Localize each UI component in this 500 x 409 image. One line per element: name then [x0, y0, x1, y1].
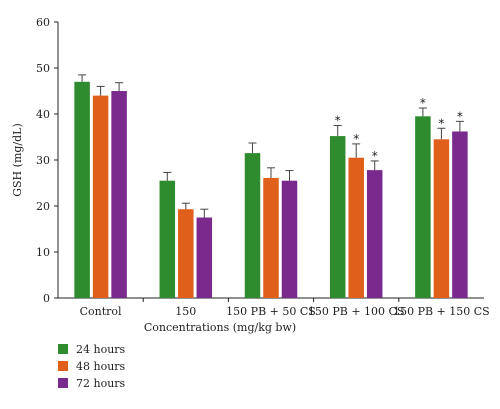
y-tick-label: 10	[36, 246, 50, 259]
bar	[329, 136, 346, 298]
significance-star: *	[335, 114, 341, 128]
y-tick-label: 50	[36, 62, 50, 75]
bar	[196, 217, 213, 298]
bar	[178, 209, 194, 298]
bars	[74, 81, 468, 298]
y-tick-label: 60	[36, 16, 50, 29]
legend-swatch	[58, 344, 68, 354]
significance-star: *	[353, 132, 359, 146]
bar	[92, 95, 109, 298]
bar	[415, 116, 431, 298]
error-bars	[78, 74, 464, 218]
legend-swatch	[58, 361, 68, 371]
bar	[366, 170, 383, 298]
significance-star: *	[457, 109, 463, 123]
significance-star: *	[372, 149, 378, 163]
legend: 24 hours 48 hours 72 hours	[58, 343, 126, 390]
x-tick-label: 150 PB + 150 CS	[393, 305, 490, 318]
x-tick-label: 150	[175, 305, 196, 318]
legend-label: 48 hours	[76, 360, 126, 373]
bar	[348, 157, 364, 298]
x-axis-title: Concentrations (mg/kg bw)	[144, 321, 296, 334]
bar	[433, 139, 450, 298]
y-tick-label: 20	[36, 200, 50, 213]
y-axis: 0 10 20 30 40 50 60	[36, 16, 58, 305]
y-tick-label: 0	[43, 292, 50, 305]
bar	[159, 180, 176, 298]
x-tick-label: 150 PB + 50 CS	[226, 305, 316, 318]
significance-star: *	[420, 96, 426, 110]
significance-markers: * * * * * *	[335, 96, 463, 163]
legend-label: 72 hours	[76, 377, 126, 390]
bar	[74, 81, 90, 298]
bar	[281, 180, 298, 298]
bar	[452, 131, 468, 298]
x-tick-label: Control	[80, 305, 122, 318]
y-tick-label: 30	[36, 154, 50, 167]
y-axis-title: GSH (mg/dL)	[11, 123, 24, 197]
significance-star: *	[438, 116, 444, 130]
legend-swatch	[58, 378, 68, 388]
legend-label: 24 hours	[76, 343, 126, 356]
bar	[263, 177, 279, 298]
bar	[244, 153, 261, 298]
x-tick-label: 150 PB + 100 CS	[308, 305, 405, 318]
y-tick-label: 40	[36, 108, 50, 121]
bar	[111, 91, 127, 298]
